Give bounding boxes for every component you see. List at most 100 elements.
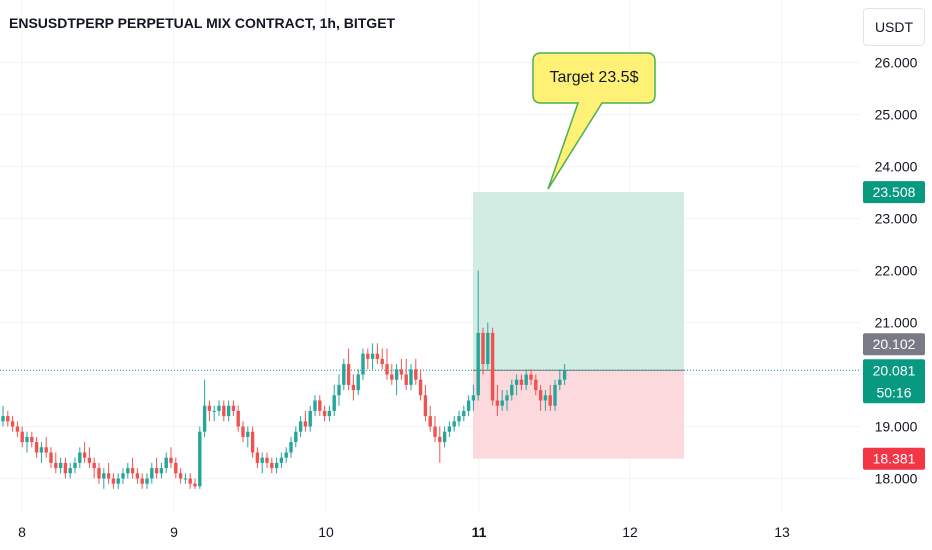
candle-body: [452, 421, 456, 427]
candle-body: [385, 364, 389, 375]
candle-body: [351, 384, 356, 391]
candle-body: [78, 452, 82, 463]
candle-body: [1, 416, 5, 422]
candle-body: [25, 436, 29, 443]
candle-body: [150, 468, 154, 479]
bar-countdown-label: 50:16: [876, 384, 911, 400]
time-axis[interactable]: 8 9 10 11 12 13: [18, 524, 790, 540]
price-tick-label: 18.000: [875, 471, 918, 487]
candle-body: [394, 369, 399, 380]
last-price-label: 20.081: [873, 362, 916, 378]
candle-body: [486, 332, 490, 365]
candle-body: [356, 374, 360, 391]
candle-body: [193, 483, 197, 487]
candle-body: [260, 457, 264, 463]
candle-body: [524, 374, 528, 385]
candle-body: [289, 442, 293, 453]
candle-body: [68, 468, 72, 474]
candle-body: [342, 364, 346, 385]
candle-body: [63, 462, 68, 474]
candle-body: [87, 457, 92, 463]
candle-body: [274, 462, 279, 469]
candle-body: [102, 473, 106, 479]
candle-body: [433, 426, 437, 437]
callout-bubble[interactable]: [532, 52, 656, 190]
candle-body: [366, 353, 370, 359]
candle-body: [505, 395, 509, 401]
candle-body: [49, 452, 53, 463]
candle-body: [346, 364, 351, 385]
candle-body: [231, 405, 236, 411]
candle-body: [442, 431, 447, 443]
candle-body: [44, 447, 48, 453]
candle-body: [169, 457, 173, 463]
candle-body: [236, 410, 240, 427]
candle-body: [178, 473, 183, 479]
last-price-label-bg: [863, 359, 925, 404]
candle-body: [447, 426, 452, 432]
prev-close-label-bg: [863, 333, 925, 356]
candle-body: [279, 457, 284, 463]
candle-body: [284, 452, 288, 458]
candle-body: [462, 410, 466, 417]
candle-body: [500, 400, 504, 406]
candle-body: [318, 400, 322, 411]
candle-body: [428, 416, 432, 427]
candle-body: [476, 332, 480, 396]
target-zone: [473, 192, 684, 371]
candle-body: [140, 478, 144, 484]
time-tick-label: 12: [622, 524, 638, 540]
price-tick-label: 23.000: [875, 211, 918, 227]
time-tick-label: 9: [170, 524, 178, 540]
candle-body: [404, 374, 408, 385]
candle-body: [73, 462, 77, 469]
prev-close-label: 20.102: [873, 336, 916, 352]
candle-body: [39, 447, 44, 453]
candle-body: [298, 421, 303, 432]
candle-body: [562, 370, 567, 380]
candle-body: [510, 384, 514, 396]
candle-body: [217, 405, 221, 411]
candle-body: [54, 462, 58, 469]
candle-body: [174, 462, 178, 474]
candle-body: [519, 379, 524, 385]
candle-body: [97, 468, 101, 479]
price-tick-label: 19.000: [875, 419, 918, 435]
candle-body: [337, 384, 341, 396]
candle-body: [250, 431, 255, 453]
stop-price-label: 18.381: [873, 451, 916, 467]
candle-body: [207, 405, 212, 411]
candle-body: [164, 457, 168, 469]
candle-body: [92, 462, 96, 469]
candle-body: [313, 400, 317, 411]
candle-body: [495, 400, 500, 406]
candle-body: [202, 405, 207, 432]
candle-body: [322, 410, 327, 417]
candle-body: [409, 369, 413, 385]
candle-body: [183, 478, 188, 480]
candle-body: [255, 452, 260, 463]
candle-body: [438, 436, 442, 443]
candle-body: [198, 431, 202, 487]
candle-body: [188, 478, 192, 484]
time-tick-label: 13: [774, 524, 790, 540]
candle-body: [414, 369, 418, 380]
price-tick-label: 26.000: [875, 55, 918, 71]
candle-body: [135, 473, 140, 479]
candle-body: [10, 421, 15, 427]
candle-body: [553, 384, 557, 406]
candle-body: [538, 390, 543, 401]
time-tick-label: 8: [18, 524, 26, 540]
candle-body: [399, 369, 404, 375]
price-axis[interactable]: 18.000 19.000 21.000 22.000 23.000 24.000 25.0…: [875, 55, 918, 487]
candle-body: [130, 468, 135, 474]
callout-text: Target 23.5$: [549, 69, 639, 86]
candle-body: [380, 358, 384, 365]
candle-body: [375, 353, 380, 359]
candle-body: [212, 410, 216, 412]
candle-body: [145, 478, 149, 484]
candle-body: [15, 426, 20, 432]
currency-button[interactable]: USDT: [863, 8, 925, 46]
stop-price-label-bg: [863, 447, 925, 470]
